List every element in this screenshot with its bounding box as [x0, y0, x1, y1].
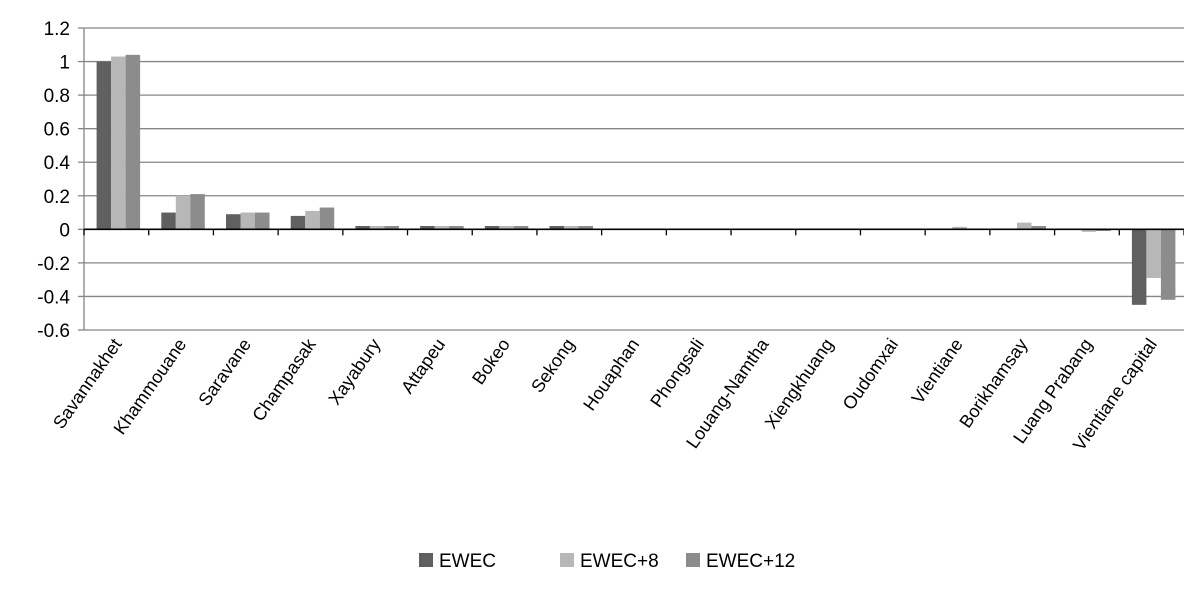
legend-label: EWEC+8	[580, 551, 659, 572]
bar-ewecplus12-saravane	[255, 212, 270, 230]
gridlines	[78, 27, 1184, 331]
y-tick-label: 0.8	[44, 86, 70, 107]
legend-label: EWEC	[439, 551, 496, 572]
y-tick-label: -0.4	[37, 287, 70, 308]
bar-ewec-saravane	[226, 214, 241, 230]
legend: EWEC EWEC+8 EWEC+12	[419, 551, 795, 572]
y-tick-label: -0.6	[37, 321, 70, 342]
bar-ewecplus12-vientiane-capital	[1160, 229, 1176, 300]
bar-ewecplus8-luang-prabang	[1081, 229, 1097, 232]
bar-ewec-champasak	[290, 215, 306, 230]
x-category-label: Vientiane	[908, 335, 967, 408]
x-category-label: Savannakhet	[49, 335, 126, 433]
bar-ewec-attapeu	[420, 225, 435, 230]
bar-ewecplus12-sekong	[578, 225, 594, 230]
legend-swatch	[686, 553, 700, 567]
bar-ewecplus8-xayabury	[369, 225, 385, 230]
bar-ewec-khammouane	[161, 212, 176, 230]
x-category-label: Xiengkhuang	[761, 335, 838, 433]
bar-ewecplus12-savannakhet	[125, 54, 141, 230]
bar-ewecplus12-luang-prabang	[1096, 229, 1111, 232]
bar-ewec-savannakhet	[96, 61, 112, 230]
x-category-label: Saravane	[194, 335, 255, 410]
x-category-label: Sekong	[527, 335, 578, 396]
bar-ewecplus8-champasak	[305, 210, 320, 230]
y-tick-label: 0	[59, 220, 70, 241]
bar-ewec-bokeo	[484, 225, 500, 230]
x-category-label: Borikhamsay	[955, 335, 1031, 432]
x-category-label: Xayabury	[324, 335, 384, 409]
bar-ewecplus12-xayabury	[384, 225, 399, 230]
bar-ewecplus8-sekong	[564, 225, 579, 230]
bar-ewecplus8-savannakhet	[111, 56, 126, 230]
x-category-label: Phongsali	[646, 335, 708, 411]
y-axis-tick-labels: 1.2 1 0.8 0.6 0.4 0.2 0 -0.2 -0.4 -0.6	[37, 19, 70, 342]
y-tick-label: -0.2	[37, 254, 70, 275]
bar-ewecplus12-champasak	[319, 207, 335, 230]
bar-ewecplus8-vientiane	[952, 226, 967, 230]
bar-ewecplus8-borikhamsay	[1016, 222, 1032, 230]
legend-swatch	[560, 553, 574, 567]
bar-ewec-vientiane-capital	[1131, 229, 1147, 305]
bar-ewecplus12-khammouane	[190, 194, 205, 230]
bar-ewec-sekong	[549, 225, 565, 230]
y-tick-label: 0.6	[44, 120, 70, 141]
bars	[96, 54, 1176, 305]
bar-ewecplus12-borikhamsay	[1031, 225, 1046, 230]
bar-ewecplus8-saravane	[240, 212, 256, 230]
bar-ewecplus12-bokeo	[513, 225, 529, 230]
y-tick-label: 1.2	[44, 19, 70, 40]
y-tick-label: 0.2	[44, 187, 70, 208]
x-category-label: Houaphan	[579, 335, 643, 415]
bar-ewecplus8-bokeo	[499, 225, 514, 230]
axes	[83, 28, 1184, 330]
x-category-label: Bokeo	[468, 335, 514, 388]
y-tick-label: 0.4	[44, 153, 71, 174]
x-category-label: Champasak	[248, 334, 320, 425]
y-tick-label: 1	[59, 53, 70, 74]
legend-label: EWEC+12	[706, 551, 795, 572]
bar-ewecplus8-attapeu	[434, 225, 450, 230]
x-category-label: Oudomxai	[839, 335, 902, 414]
legend-swatch	[419, 553, 433, 567]
bar-ewecplus8-khammouane	[175, 195, 191, 230]
bar-ewecplus8-vientiane-capital	[1146, 229, 1161, 278]
bar-ewec-xayabury	[355, 225, 370, 230]
x-category-label: Attapeu	[397, 335, 449, 397]
bar-ewecplus12-attapeu	[449, 225, 464, 230]
